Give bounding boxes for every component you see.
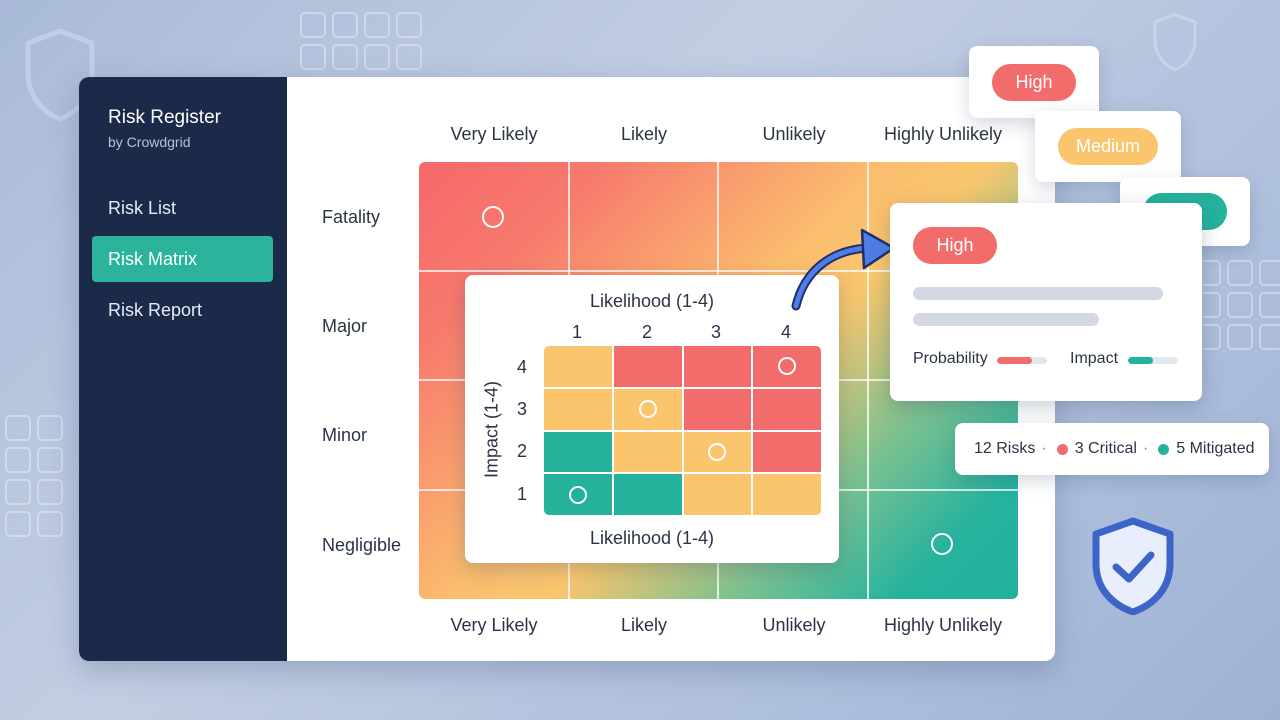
- column-label-top: Highly Unlikely: [883, 124, 1003, 144]
- separator: ·: [1041, 440, 1047, 457]
- inner-risk-grid: [544, 346, 821, 515]
- column-label-bottom: Very Likely: [450, 615, 538, 635]
- background-shield-icon: [1153, 12, 1197, 72]
- x-tick-label: 3: [710, 322, 721, 342]
- row-label: Minor: [322, 425, 368, 445]
- column-label-bottom: Unlikely: [762, 615, 826, 635]
- probability-meter: [997, 357, 1047, 364]
- risk-marker[interactable]: [482, 206, 504, 228]
- risk-cell-medium[interactable]: [544, 346, 612, 387]
- likelihood-axis-title: Likelihood (1-4): [589, 291, 715, 311]
- probability-meter-fill: [997, 357, 1032, 364]
- mitigated-dot-icon: [1158, 443, 1170, 455]
- critical-count: 3 Critical: [1074, 440, 1137, 457]
- risk-cell-high[interactable]: [753, 346, 821, 387]
- background-grid-right: [1195, 260, 1280, 350]
- app-title: Risk Register: [108, 107, 221, 128]
- medium-badge: Medium: [1058, 128, 1158, 165]
- risk-cell-high[interactable]: [753, 388, 821, 430]
- risk-cell-low[interactable]: [544, 474, 612, 515]
- impact-axis-title: Impact (1-4): [481, 380, 502, 479]
- sidebar-item-label: Risk Matrix: [108, 248, 197, 269]
- risk-marker[interactable]: [931, 533, 953, 555]
- x-tick-label: 4: [780, 322, 791, 342]
- risk-marker[interactable]: [568, 485, 587, 504]
- risk-cell-low[interactable]: [613, 474, 682, 515]
- row-label: Negligible: [322, 535, 402, 555]
- sidebar-item-label: Risk Report: [108, 299, 203, 320]
- risk-cell-medium[interactable]: [683, 431, 752, 473]
- risk-cell-low[interactable]: [544, 431, 612, 473]
- row-label: Fatality: [322, 207, 381, 227]
- total-risks-count: 12 Risks: [974, 440, 1036, 457]
- column-label-top: Very Likely: [450, 124, 538, 144]
- impact-meter-fill: [1128, 357, 1153, 364]
- sidebar-item-risk-matrix[interactable]: Risk Matrix: [92, 236, 273, 282]
- shield-check-icon: [1092, 517, 1174, 615]
- risk-marker[interactable]: [638, 400, 657, 419]
- risk-cell-high[interactable]: [753, 431, 821, 473]
- risk-cell-high[interactable]: [613, 346, 682, 387]
- sidebar: Risk Register by Crowdgrid Risk List Ris…: [79, 77, 287, 661]
- column-label-top: Likely: [620, 124, 668, 144]
- sidebar-item-risk-list[interactable]: Risk List: [92, 185, 273, 231]
- sidebar-item-label: Risk List: [108, 197, 177, 218]
- x-tick-label: 1: [571, 322, 582, 342]
- row-label: Major: [322, 316, 368, 336]
- risk-stats-card: 12 Risks · 3 Critical · 5 Mitigated: [955, 423, 1269, 475]
- medium-tag-card[interactable]: Medium: [1035, 111, 1181, 182]
- y-tick-label: 4: [516, 357, 527, 377]
- risk-cell-medium[interactable]: [544, 388, 612, 430]
- inner-matrix-panel: Likelihood (1-4) 1 2 3 4 4 3 2 1 Impact …: [465, 275, 839, 563]
- column-label-bottom: Likely: [620, 615, 668, 635]
- background-grid-top: [300, 12, 422, 70]
- mitigated-count: 5 Mitigated: [1176, 440, 1255, 457]
- sidebar-item-risk-report[interactable]: Risk Report: [92, 287, 273, 333]
- y-tick-label: 1: [516, 484, 527, 504]
- likelihood-axis-title-bottom: Likelihood (1-4): [589, 528, 715, 548]
- y-tick-label: 2: [516, 441, 527, 461]
- column-label-bottom: Highly Unlikely: [883, 615, 1003, 635]
- risk-cell-medium[interactable]: [613, 431, 682, 473]
- impact-label: Impact: [1070, 350, 1119, 367]
- separator: ·: [1142, 440, 1149, 457]
- y-tick-label: 3: [516, 399, 527, 419]
- grid-line: [419, 270, 1018, 272]
- risk-level-badge: High: [913, 227, 997, 264]
- risk-detail-card[interactable]: High Probability Impact: [890, 203, 1202, 401]
- risk-cell-medium[interactable]: [683, 474, 752, 515]
- placeholder-line: [913, 313, 1099, 326]
- high-tag-card[interactable]: High: [969, 46, 1099, 118]
- probability-label: Probability: [913, 350, 988, 367]
- critical-dot-icon: [1056, 443, 1068, 455]
- risk-cell-medium[interactable]: [613, 388, 682, 430]
- x-tick-label: 2: [641, 322, 652, 342]
- column-label-top: Unlikely: [762, 124, 826, 144]
- background-grid-left: [5, 415, 63, 537]
- risk-marker[interactable]: [778, 357, 797, 376]
- placeholder-line: [913, 287, 1163, 300]
- curved-arrow-icon: [791, 228, 896, 311]
- risk-cell-high[interactable]: [683, 346, 752, 387]
- risk-marker[interactable]: [708, 442, 727, 461]
- risk-cell-high[interactable]: [683, 388, 752, 430]
- app-subtitle: by Crowdgrid: [108, 134, 191, 150]
- impact-meter: [1128, 357, 1178, 364]
- risk-cell-medium[interactable]: [753, 474, 821, 515]
- high-badge: High: [992, 64, 1076, 101]
